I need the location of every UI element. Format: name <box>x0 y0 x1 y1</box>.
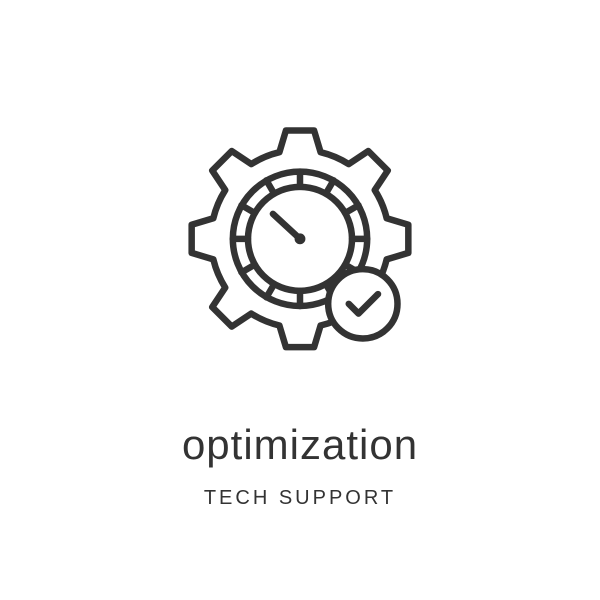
icon-title: optimization <box>182 421 418 469</box>
icon-subtitle: tech support <box>204 487 396 510</box>
optimization-icon <box>150 91 450 391</box>
